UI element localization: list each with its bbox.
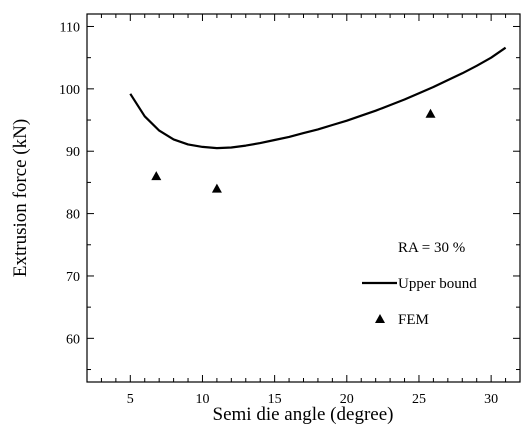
y-tick-label: 80 (66, 208, 80, 223)
x-tick-label: 15 (268, 392, 282, 407)
x-tick-label: 25 (412, 392, 426, 407)
legend-label-fem: FEM (398, 312, 429, 328)
annotation-ra: RA = 30 % (398, 240, 465, 256)
upper-bound-series (129, 46, 507, 150)
x-axis-label: Semi die angle (degree) (213, 404, 394, 425)
axis-ticks (86, 14, 521, 382)
upper-bound-line (129, 46, 507, 150)
y-axis-label: Extrusion force (kN) (10, 119, 31, 277)
fem-series (151, 108, 436, 193)
y-tick-label: 110 (60, 20, 80, 35)
legend: Upper bound FEM (362, 276, 477, 328)
x-tick-label: 10 (195, 392, 209, 407)
fem-point (211, 183, 222, 193)
x-tick-label: 5 (127, 392, 134, 407)
fem-point (151, 171, 162, 181)
y-tick-label: 70 (66, 270, 80, 285)
plot-frame (86, 13, 521, 383)
y-tick-label: 100 (59, 83, 80, 98)
x-tick-label: 30 (484, 392, 498, 407)
y-tick-labels: 60 70 80 90 100 110 (59, 20, 80, 347)
x-tick-labels: 5 10 15 20 25 30 (127, 392, 498, 407)
legend-triangle-swatch (375, 314, 385, 323)
fem-point (425, 108, 436, 118)
y-tick-label: 90 (66, 145, 80, 160)
x-tick-label: 20 (340, 392, 354, 407)
legend-label-upper-bound: Upper bound (398, 276, 477, 292)
y-tick-label: 60 (66, 332, 80, 347)
